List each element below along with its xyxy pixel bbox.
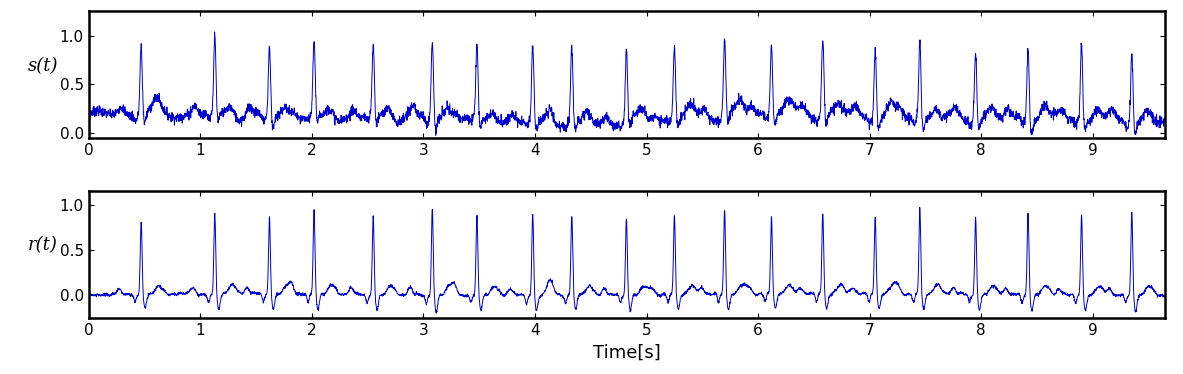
Y-axis label: s(t): s(t) bbox=[28, 56, 58, 74]
Y-axis label: r(t): r(t) bbox=[28, 236, 58, 255]
X-axis label: Time[s]: Time[s] bbox=[593, 343, 661, 361]
